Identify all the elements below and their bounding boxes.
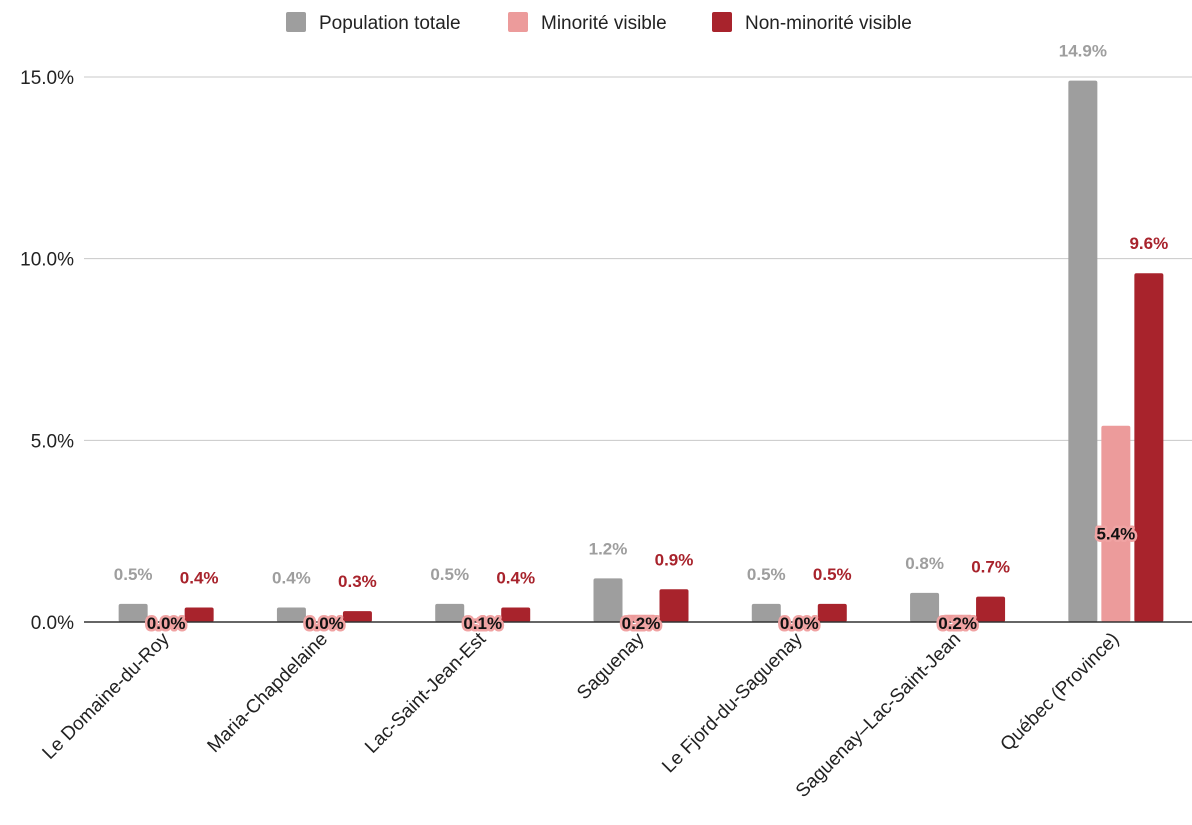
data-label-minorite-visible: 0.0% [147, 614, 186, 633]
bar-non-minorite-visible-maria-chapdelaine [342, 611, 372, 622]
bar-minorite-visible-saguenay-lac-saint-jean [943, 614, 973, 622]
legend-swatch [286, 12, 306, 32]
bar-population-totale-quebec-province [1068, 80, 1098, 623]
data-label-minorite-visible: 0.2% [622, 614, 661, 633]
data-label-population-totale: 0.5% [747, 565, 786, 584]
value-labels: 0.5% 0.0% 0.4% 0.4% 0.0% 0.3% 0.5% 0.1% 0.4% 1.2%… [114, 42, 1168, 636]
data-label-population-totale: 0.4% [272, 568, 311, 587]
bar-non-minorite-visible-le-domaine-du-roy [184, 607, 214, 622]
legend-item-minorite-visible: Minorité visible [508, 12, 667, 34]
data-label-population-totale: 0.5% [114, 565, 153, 584]
data-label-minorite-visible: 5.4% [1096, 525, 1135, 544]
bar-non-minorite-visible-saguenay-lac-saint-jean [976, 596, 1006, 622]
bar-population-totale-saguenay-lac-saint-jean [910, 592, 940, 622]
bar-population-totale-lac-saint-jean-est [435, 603, 465, 622]
data-label-minorite-visible: 0.0% [305, 614, 344, 633]
x-tick-label: Lac-Saint-Jean-Est [361, 628, 491, 758]
bar-non-minorite-visible-saguenay [659, 589, 689, 622]
legend-item-non-minorite-visible: Non-minorité visible [712, 12, 912, 34]
data-label-non-minorite-visible: 0.4% [180, 568, 219, 587]
data-label-non-minorite-visible: 0.3% [338, 572, 377, 591]
data-label-non-minorite-visible: 0.7% [971, 558, 1010, 577]
legend-label: Population totale [319, 13, 461, 34]
bar-minorite-visible-lac-saint-jean-est [468, 618, 498, 622]
bar-population-totale-saguenay [593, 578, 623, 622]
data-label-non-minorite-visible: 0.5% [813, 565, 852, 584]
data-label-non-minorite-visible: 0.4% [496, 568, 535, 587]
x-tick-label: Maria-Chapdelaine [204, 629, 332, 757]
legend-item-population-totale: Population totale [286, 12, 461, 34]
bar-minorite-visible-quebec-province [1101, 425, 1131, 622]
data-label-non-minorite-visible: 9.6% [1129, 234, 1168, 253]
y-tick-label: 0.0% [31, 613, 74, 634]
bars [118, 80, 1164, 623]
bar-non-minorite-visible-le-fjord-du-saguenay [817, 603, 847, 622]
data-label-minorite-visible: 0.0% [780, 614, 819, 633]
y-axis: 0.0% 5.0% 10.0% 15.0% [20, 68, 74, 634]
legend-swatch [712, 12, 732, 32]
data-label-minorite-visible: 0.2% [938, 614, 977, 633]
y-tick-label: 15.0% [20, 68, 74, 89]
data-label-population-totale: 1.2% [589, 539, 628, 558]
data-label-population-totale: 14.9% [1059, 42, 1107, 61]
bar-minorite-visible-saguenay [626, 614, 656, 622]
bar-population-totale-maria-chapdelaine [276, 607, 306, 622]
bar-non-minorite-visible-lac-saint-jean-est [501, 607, 531, 622]
legend: Population totale Minorité visible Non-min… [286, 12, 912, 34]
bar-population-totale-le-fjord-du-saguenay [751, 603, 781, 622]
data-label-minorite-visible: 0.1% [463, 614, 502, 633]
bar-population-totale-le-domaine-du-roy [118, 603, 148, 622]
bar-non-minorite-visible-quebec-province [1134, 273, 1164, 622]
y-tick-label: 10.0% [20, 250, 74, 271]
legend-label: Minorité visible [541, 13, 667, 34]
data-label-population-totale: 0.5% [430, 565, 469, 584]
x-axis: Le Domaine-du-Roy Maria-Chapdelaine Lac-Sa… [39, 628, 1124, 802]
x-tick-label: Saguenay–Lac-Saint-Jean [792, 629, 965, 802]
x-tick-label: Saguenay [573, 628, 649, 704]
data-label-population-totale: 0.8% [905, 554, 944, 573]
data-label-non-minorite-visible: 0.9% [655, 550, 694, 569]
gridlines [84, 76, 1192, 441]
x-tick-label: Le Fjord-du-Saguenay [658, 628, 807, 777]
y-tick-label: 5.0% [31, 431, 74, 452]
legend-label: Non-minorité visible [745, 13, 912, 34]
legend-swatch [508, 12, 528, 32]
x-tick-label: Le Domaine-du-Roy [39, 628, 174, 763]
x-tick-label: Québec (Province) [997, 629, 1124, 756]
